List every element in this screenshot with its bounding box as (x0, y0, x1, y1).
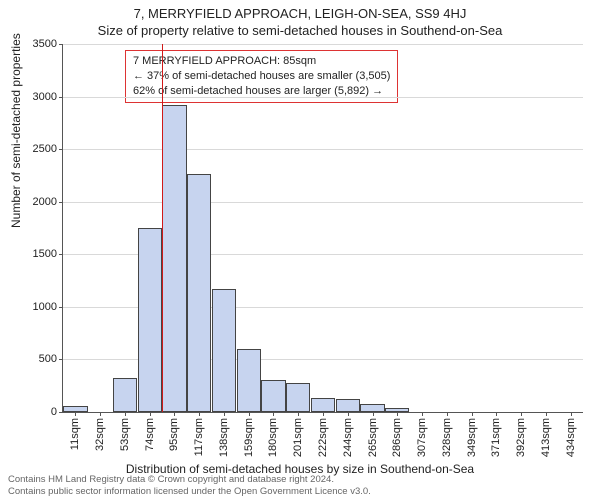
ytick-label: 3500 (33, 38, 57, 50)
xtick-mark (174, 412, 175, 416)
xtick-mark (224, 412, 225, 416)
xtick-mark (125, 412, 126, 416)
xtick-mark (323, 412, 324, 416)
histogram-bar (360, 404, 384, 412)
footer-line2: Contains public sector information licen… (8, 486, 371, 498)
ytick-mark (59, 149, 63, 150)
ytick-mark (59, 97, 63, 98)
xtick-mark (373, 412, 374, 416)
ytick-label: 1500 (33, 248, 57, 260)
xtick-mark (422, 412, 423, 416)
ytick-label: 1000 (33, 301, 57, 313)
footer-line1: Contains HM Land Registry data © Crown c… (8, 474, 371, 486)
ytick-label: 3000 (33, 91, 57, 103)
xtick-mark (496, 412, 497, 416)
xtick-mark (521, 412, 522, 416)
xtick-label: 159sqm (243, 418, 255, 457)
xtick-mark (571, 412, 572, 416)
gridline (63, 44, 583, 45)
footer-attribution: Contains HM Land Registry data © Crown c… (8, 474, 371, 498)
ytick-label: 500 (39, 353, 57, 365)
xtick-label: 392sqm (515, 418, 527, 457)
histogram-chart: 7 MERRYFIELD APPROACH: 85sqm ← 37% of se… (62, 44, 583, 413)
xtick-mark (273, 412, 274, 416)
histogram-bar (187, 174, 211, 412)
xtick-mark (397, 412, 398, 416)
xtick-label: 74sqm (144, 418, 156, 451)
histogram-bar (138, 228, 162, 412)
property-marker-line (162, 44, 163, 412)
xtick-mark (75, 412, 76, 416)
xtick-label: 244sqm (342, 418, 354, 457)
ytick-mark (59, 254, 63, 255)
gridline (63, 97, 583, 98)
histogram-bar (336, 399, 360, 412)
xtick-label: 328sqm (441, 418, 453, 457)
ytick-mark (59, 44, 63, 45)
xtick-mark (472, 412, 473, 416)
xtick-label: 201sqm (292, 418, 304, 457)
xtick-mark (348, 412, 349, 416)
histogram-bar (237, 349, 261, 412)
page-title-address: 7, MERRYFIELD APPROACH, LEIGH-ON-SEA, SS… (0, 0, 600, 21)
xtick-mark (150, 412, 151, 416)
xtick-label: 286sqm (391, 418, 403, 457)
xtick-label: 138sqm (218, 418, 230, 457)
xtick-label: 95sqm (168, 418, 180, 451)
histogram-bar (261, 380, 285, 412)
xtick-label: 53sqm (119, 418, 131, 451)
ytick-mark (59, 202, 63, 203)
ytick-mark (59, 359, 63, 360)
histogram-bar (311, 398, 335, 412)
xtick-mark (100, 412, 101, 416)
xtick-label: 180sqm (267, 418, 279, 457)
xtick-mark (546, 412, 547, 416)
xtick-label: 222sqm (317, 418, 329, 457)
xtick-label: 349sqm (466, 418, 478, 457)
ytick-mark (59, 412, 63, 413)
histogram-bar (113, 378, 137, 412)
xtick-label: 32sqm (94, 418, 106, 451)
xtick-label: 307sqm (416, 418, 428, 457)
y-axis-label: Number of semi-detached properties (9, 33, 23, 228)
xtick-label: 413sqm (540, 418, 552, 457)
page-subtitle: Size of property relative to semi-detach… (0, 21, 600, 38)
xtick-label: 117sqm (193, 418, 205, 456)
ytick-label: 0 (51, 406, 57, 418)
xtick-label: 265sqm (367, 418, 379, 457)
ytick-label: 2000 (33, 196, 57, 208)
xtick-label: 371sqm (490, 418, 502, 457)
xtick-label: 434sqm (565, 418, 577, 457)
annotation-line1: 7 MERRYFIELD APPROACH: 85sqm (133, 54, 390, 69)
xtick-mark (249, 412, 250, 416)
gridline (63, 202, 583, 203)
histogram-bar (212, 289, 236, 412)
xtick-label: 11sqm (69, 418, 81, 450)
annotation-box: 7 MERRYFIELD APPROACH: 85sqm ← 37% of se… (125, 50, 398, 103)
histogram-bar (162, 105, 186, 412)
histogram-bar (286, 383, 310, 412)
xtick-mark (447, 412, 448, 416)
xtick-mark (199, 412, 200, 416)
annotation-line2: ← 37% of semi-detached houses are smalle… (133, 69, 390, 84)
xtick-mark (298, 412, 299, 416)
gridline (63, 149, 583, 150)
ytick-label: 2500 (33, 143, 57, 155)
ytick-mark (59, 307, 63, 308)
